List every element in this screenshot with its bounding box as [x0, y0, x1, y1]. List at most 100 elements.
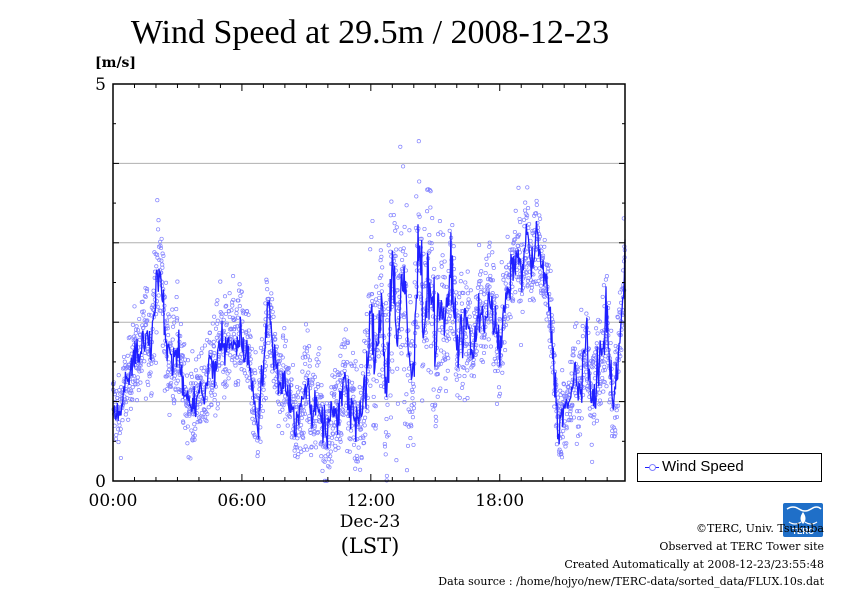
data-point — [467, 314, 472, 319]
data-point — [350, 380, 355, 385]
data-point — [339, 432, 344, 437]
data-point — [231, 274, 236, 279]
data-point — [531, 279, 536, 284]
data-point — [417, 214, 422, 219]
data-point — [303, 322, 309, 327]
data-point — [215, 298, 220, 303]
data-point — [261, 387, 266, 392]
data-point — [245, 334, 250, 339]
data-point — [158, 245, 164, 251]
data-point — [135, 375, 140, 380]
data-point — [239, 289, 244, 294]
data-point — [134, 324, 139, 329]
data-point — [427, 240, 432, 245]
data-point — [416, 212, 421, 217]
data-point — [379, 289, 384, 294]
data-point — [160, 251, 165, 256]
data-point — [222, 395, 227, 400]
data-point — [368, 383, 373, 388]
data-point — [451, 244, 456, 249]
data-point — [324, 401, 329, 406]
data-point — [459, 301, 464, 306]
data-point — [325, 415, 330, 420]
data-point — [457, 295, 462, 300]
data-point — [503, 323, 508, 328]
data-point — [125, 353, 130, 358]
data-point — [129, 388, 134, 393]
data-point — [245, 309, 250, 314]
data-point — [594, 326, 599, 331]
data-point — [401, 164, 406, 169]
data-point — [184, 413, 189, 418]
data-point — [519, 292, 525, 297]
data-point — [376, 354, 381, 359]
data-point — [273, 336, 278, 342]
data-point — [399, 351, 404, 356]
data-point — [136, 388, 141, 393]
data-point — [320, 394, 325, 399]
footer-data-source: Data source : /home/hojyo/new/TERC-data/… — [438, 575, 824, 588]
data-point — [598, 401, 603, 406]
data-point — [362, 423, 367, 428]
data-point — [408, 378, 413, 384]
data-point — [604, 274, 609, 279]
data-point — [130, 397, 135, 402]
data-point — [620, 312, 625, 318]
data-point — [432, 266, 437, 271]
data-point — [468, 288, 473, 293]
data-point — [524, 249, 529, 254]
data-point — [521, 217, 527, 222]
data-point — [360, 371, 365, 376]
data-point — [117, 388, 122, 393]
data-point — [507, 272, 512, 277]
data-point — [232, 360, 237, 365]
data-point — [170, 394, 175, 399]
data-point — [513, 237, 518, 242]
data-point — [154, 264, 159, 269]
data-point — [446, 356, 451, 361]
data-point — [173, 369, 178, 374]
data-point — [143, 396, 148, 401]
data-point — [394, 247, 399, 252]
data-point — [302, 351, 307, 356]
data-point — [310, 377, 315, 382]
data-point — [138, 363, 143, 368]
data-point — [175, 279, 180, 284]
data-point — [122, 359, 127, 364]
data-point — [323, 454, 328, 459]
data-point — [406, 328, 411, 333]
data-point — [536, 278, 541, 283]
data-point — [373, 423, 378, 428]
data-point — [363, 340, 369, 345]
legend-entry-wind-speed: Wind Speed — [662, 458, 744, 475]
data-point — [370, 299, 375, 304]
data-point — [238, 361, 243, 366]
data-point — [431, 274, 436, 279]
data-point — [205, 411, 210, 417]
data-point — [494, 401, 500, 406]
data-point — [211, 339, 216, 344]
data-point — [570, 402, 575, 407]
data-point — [321, 458, 326, 463]
data-point — [409, 343, 414, 348]
data-point — [139, 368, 144, 373]
data-point — [490, 291, 495, 296]
data-point — [214, 302, 219, 307]
data-point — [554, 442, 559, 447]
data-point — [435, 372, 440, 377]
data-point — [167, 412, 172, 417]
data-point — [215, 401, 221, 406]
data-point — [361, 435, 366, 440]
data-point — [410, 396, 415, 401]
data-point — [289, 377, 294, 382]
data-point — [609, 434, 615, 439]
data-point — [118, 455, 123, 461]
data-point — [217, 363, 222, 368]
data-point — [390, 369, 395, 374]
data-point — [295, 395, 300, 400]
data-point — [444, 284, 449, 289]
data-point — [135, 328, 141, 333]
data-point — [123, 412, 128, 417]
data-point — [502, 340, 507, 345]
data-point — [467, 300, 473, 305]
